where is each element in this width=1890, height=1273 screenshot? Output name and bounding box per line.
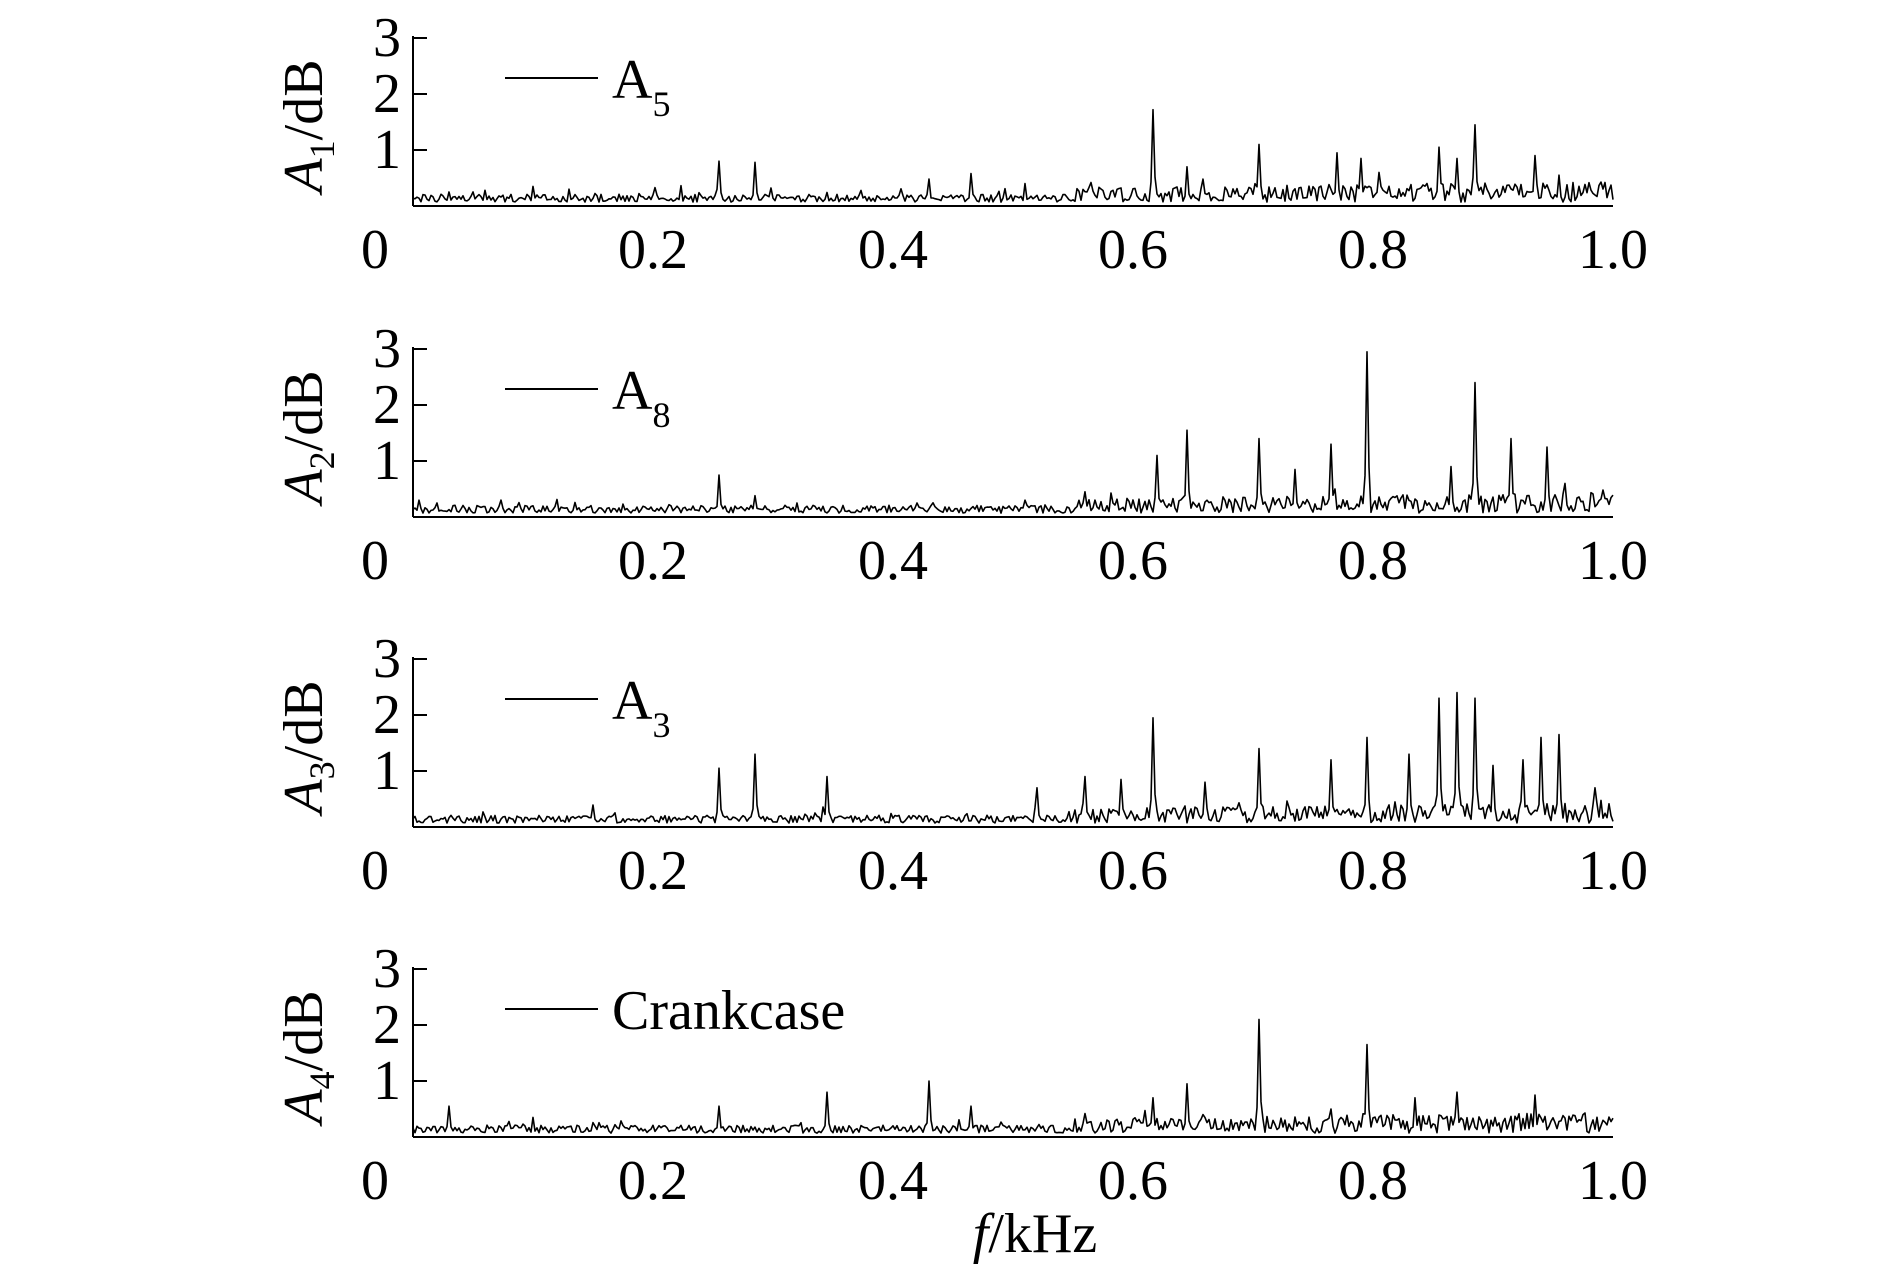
x-tick-label: 0.2 — [618, 530, 688, 592]
y-tick-label: 2 — [373, 63, 401, 125]
x-tick-label: 0.4 — [858, 530, 928, 592]
y-tick-label: 1 — [373, 1050, 401, 1112]
legend-label-base: Crankcase — [612, 980, 845, 1042]
x-tick-label: 0.8 — [1338, 219, 1408, 281]
y-axis-label-unit: /dB — [273, 59, 335, 140]
x-tick-label: 0.6 — [1098, 219, 1168, 281]
y-tick-label: 2 — [373, 994, 401, 1056]
x-tick-label: 0.8 — [1338, 840, 1408, 902]
x-tick-label: 0.6 — [1098, 840, 1168, 902]
legend-label-subscript: 5 — [652, 84, 670, 124]
x-axis-label-unit: /kHz — [988, 1203, 1097, 1265]
panel-4: 123 0 0.2 0.4 0.6 0.8 1.0 A4/dB Crankcase — [273, 938, 1648, 1212]
spectrum-series-line — [412, 1018, 1614, 1134]
y-axis-label-unit: /dB — [273, 370, 335, 451]
zero-label: 0 — [361, 219, 389, 281]
x-tick-label: 0.8 — [1338, 530, 1408, 592]
x-tick-label: 1.0 — [1578, 1150, 1648, 1212]
x-tick-label: 0.4 — [858, 1150, 928, 1212]
x-tick-label: 0.2 — [618, 840, 688, 902]
y-tick-label: 3 — [373, 7, 401, 69]
y-axis-label-symbol: A — [273, 469, 335, 508]
y-axis-label: A2/dB — [273, 370, 342, 507]
y-axis-label-subscript: 4 — [302, 1071, 342, 1089]
legend-label: A3 — [612, 670, 670, 745]
x-tick-label: 0.8 — [1338, 1150, 1408, 1212]
y-axis-label: A4/dB — [273, 990, 342, 1127]
y-tick-label: 3 — [373, 938, 401, 1000]
x-tick-label: 0.2 — [618, 219, 688, 281]
y-tick-label: 2 — [373, 374, 401, 436]
zero-label: 0 — [361, 840, 389, 902]
y-axis-label-unit: /dB — [273, 680, 335, 761]
legend-label-subscript: 3 — [652, 705, 670, 745]
x-tick-label: 0.4 — [858, 219, 928, 281]
y-axis-label-subscript: 3 — [302, 761, 342, 779]
y-axis-label-symbol: A — [273, 779, 335, 818]
y-tick-label: 1 — [373, 430, 401, 492]
legend-label: A8 — [612, 360, 670, 435]
spectrum-series-line — [412, 108, 1614, 203]
y-axis-label-symbol: A — [273, 1089, 335, 1128]
legend-label-base: A — [612, 670, 653, 732]
x-tick-label: 1.0 — [1578, 219, 1648, 281]
y-axis-label-unit: /dB — [273, 990, 335, 1071]
x-tick-label: 0.6 — [1098, 1150, 1168, 1212]
y-tick-label: 1 — [373, 119, 401, 181]
y-axis-label: A1/dB — [273, 59, 342, 196]
spectrum-series-line — [412, 691, 1614, 824]
x-tick-label: 0.4 — [858, 840, 928, 902]
legend-label-base: A — [612, 360, 653, 422]
y-tick-label: 1 — [373, 740, 401, 802]
zero-label: 0 — [361, 530, 389, 592]
x-tick-label: 0.2 — [618, 1150, 688, 1212]
y-axis-label-subscript: 1 — [302, 140, 342, 158]
x-axis-label: f/kHz — [973, 1203, 1097, 1265]
x-tick-label: 1.0 — [1578, 840, 1648, 902]
spectrum-series-line — [412, 351, 1614, 514]
y-axis-label-symbol: A — [273, 158, 335, 197]
zero-label: 0 — [361, 1150, 389, 1212]
legend-label-base: A — [612, 49, 653, 111]
y-axis-label: A3/dB — [273, 680, 342, 817]
y-tick-label: 2 — [373, 684, 401, 746]
x-tick-label: 0.6 — [1098, 530, 1168, 592]
y-axis-label-subscript: 2 — [302, 451, 342, 469]
y-tick-label: 3 — [373, 318, 401, 380]
legend-label: Crankcase — [612, 980, 845, 1042]
legend-label: A5 — [612, 49, 670, 124]
y-tick-label: 3 — [373, 628, 401, 690]
x-tick-label: 1.0 — [1578, 530, 1648, 592]
legend-label-subscript: 8 — [652, 395, 670, 435]
